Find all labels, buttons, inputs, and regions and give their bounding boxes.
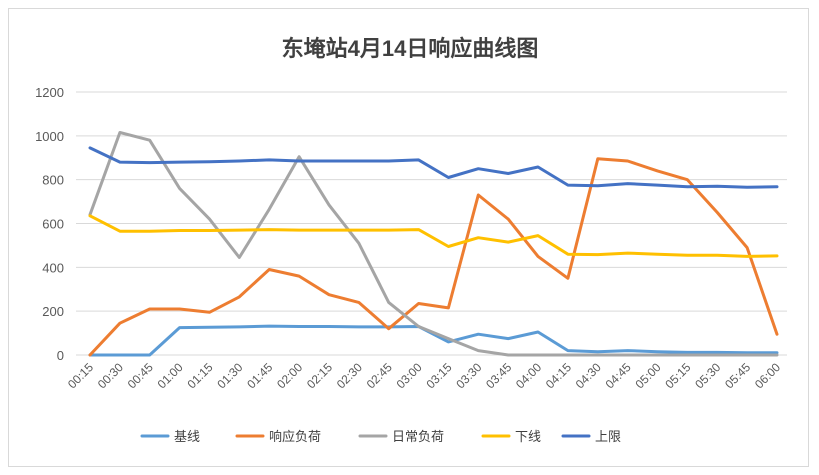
x-tick-label: 05:00 [633,360,664,391]
x-tick-label: 01:00 [155,360,186,391]
y-tick-label: 800 [42,173,64,188]
x-tick-label: 00:45 [125,360,156,391]
series-line-1 [88,157,779,357]
gridlines [76,91,787,356]
x-tick-label: 02:15 [304,360,335,391]
x-tick-label: 04:15 [543,360,574,391]
x-tick-label: 05:15 [662,360,693,391]
x-tick-label: 00:15 [65,360,96,391]
legend-label: 基线 [174,429,200,444]
x-tick-label: 00:30 [95,360,126,391]
series-line-2 [88,131,779,357]
legend-label: 响应负荷 [269,429,321,444]
x-tick-label: 01:15 [184,360,215,391]
x-tick-label: 03:15 [423,360,454,391]
x-tick-label: 05:45 [722,360,753,391]
legend-label: 上限 [595,429,621,444]
y-tick-label: 0 [57,348,64,363]
x-axis-ticks: 00:1500:3000:4501:0001:1501:3001:4502:00… [65,360,783,391]
x-tick-label: 02:00 [274,360,305,391]
y-axis-ticks: 0 200 400 600 800 1000 1200 [35,85,64,363]
y-tick-label: 200 [42,304,64,319]
series-line-0 [88,324,779,357]
x-tick-label: 03:30 [453,360,484,391]
y-tick-label: 1000 [35,129,64,144]
y-tick-label: 400 [42,260,64,275]
y-tick-label: 1200 [35,85,64,100]
x-tick-label: 01:45 [244,360,275,391]
y-tick-label: 600 [42,217,64,232]
x-tick-label: 04:45 [603,360,634,391]
legend-label: 下线 [515,429,541,444]
series-line-4 [88,146,779,189]
x-tick-label: 05:30 [692,360,723,391]
series-line-3 [88,214,779,258]
x-tick-label: 02:30 [334,360,365,391]
legend-label: 日常负荷 [392,429,444,444]
x-tick-label: 03:45 [483,360,514,391]
x-tick-label: 04:30 [573,360,604,391]
x-tick-label: 06:00 [752,360,783,391]
x-tick-label: 01:30 [214,360,245,391]
series-lines [88,131,779,357]
x-tick-label: 04:00 [513,360,544,391]
chart-frame [8,8,809,467]
legend: 基线 响应负荷 日常负荷 下线 上限 [140,429,621,444]
chart-title: 东埯站4月14日响应曲线图 [282,36,539,61]
x-tick-label: 02:45 [364,360,395,391]
x-tick-label: 03:00 [394,360,425,391]
